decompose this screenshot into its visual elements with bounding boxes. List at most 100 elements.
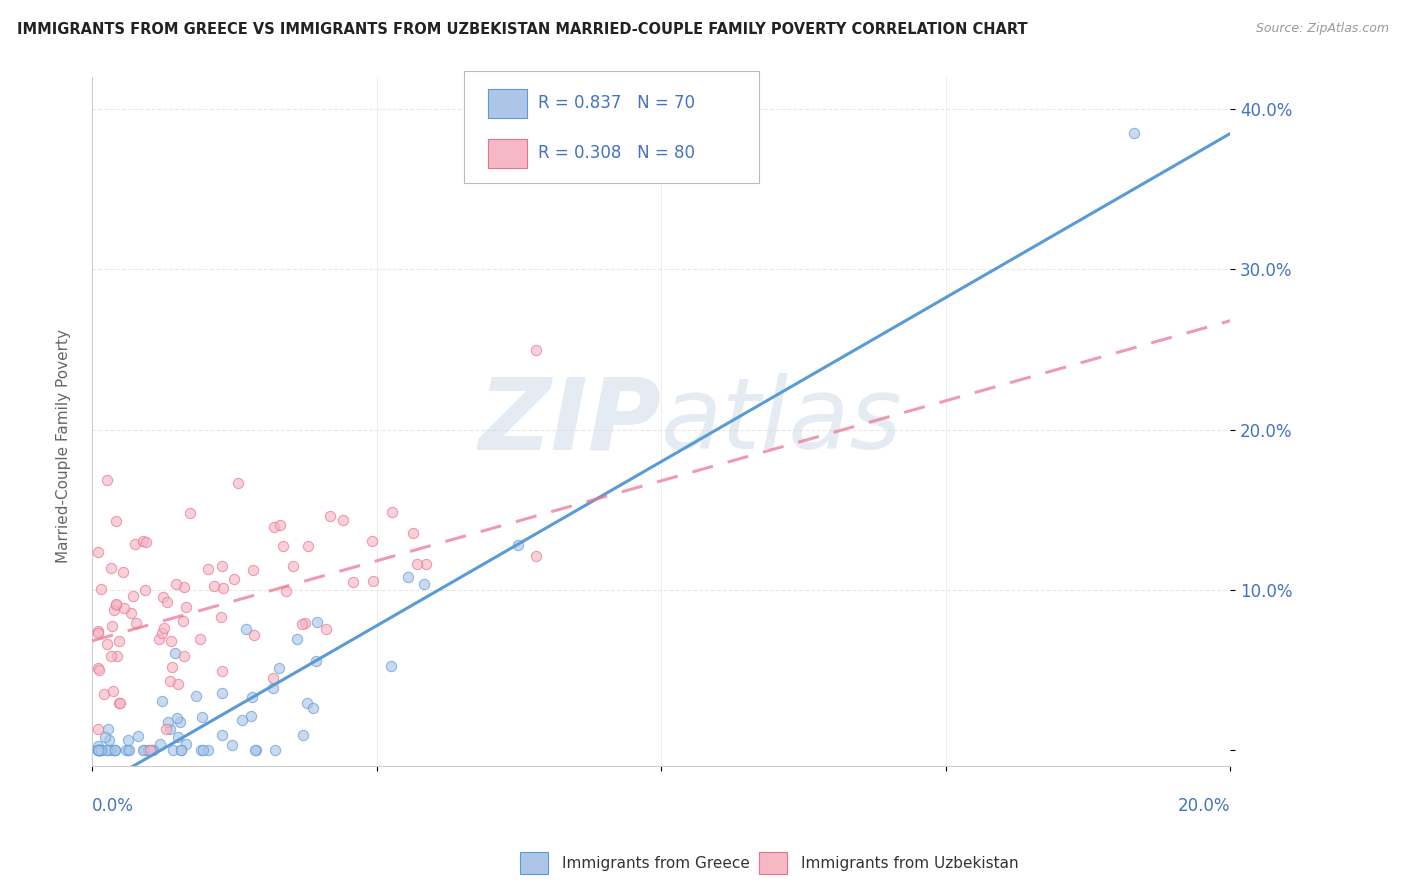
Point [87,739,110,753]
Point [162,742,184,756]
Point [291,617,314,632]
Point [87,544,110,558]
Point [406,558,429,572]
Point [87,742,110,756]
Point [132,742,155,756]
Point [150,626,173,640]
Text: 0.0%: 0.0% [93,797,134,814]
Point [231,713,253,727]
Point [136,742,159,756]
Point [212,581,235,595]
Point [117,742,139,756]
Point [524,343,547,357]
Point [342,575,364,590]
Point [281,559,304,574]
Point [96,473,118,487]
Point [156,595,179,609]
Point [104,742,127,756]
Point [305,654,328,668]
Point [96,742,118,756]
Point [302,701,325,715]
Point [100,619,122,633]
Point [524,549,547,563]
Point [125,616,148,631]
Point [305,615,328,629]
Point [98,742,121,756]
Point [332,513,354,527]
Point [415,558,437,572]
Point [381,505,404,519]
Point [134,582,156,597]
Point [132,742,155,756]
Point [155,722,177,736]
Text: R = 0.308   N = 80: R = 0.308 N = 80 [538,145,696,162]
Point [163,646,186,660]
Point [124,537,146,551]
Point [87,722,110,736]
Point [221,738,243,752]
Point [166,711,188,725]
Point [112,601,135,615]
Point [96,742,118,756]
Point [89,742,111,756]
Point [297,539,319,553]
Point [165,577,187,591]
Point [271,539,294,553]
Text: IMMIGRANTS FROM GREECE VS IMMIGRANTS FROM UZBEKISTAN MARRIED-COUPLE FAMILY POVER: IMMIGRANTS FROM GREECE VS IMMIGRANTS FRO… [17,22,1028,37]
Point [104,742,127,756]
Point [262,671,284,685]
Point [172,614,194,628]
Point [121,589,143,603]
Point [100,649,122,664]
Point [245,742,267,756]
Point [508,538,530,552]
Point [276,584,298,599]
Point [89,742,111,756]
Point [226,475,249,490]
Text: Source: ZipAtlas.com: Source: ZipAtlas.com [1256,22,1389,36]
Point [211,728,233,742]
Point [173,581,195,595]
Point [176,600,198,615]
Point [90,742,112,756]
Text: Immigrants from Greece: Immigrants from Greece [562,855,751,871]
Point [110,696,132,710]
Point [285,632,308,646]
Text: Immigrants from Uzbekistan: Immigrants from Uzbekistan [801,855,1019,871]
Point [263,520,285,534]
Point [319,509,342,524]
Point [87,661,110,675]
Point [294,615,316,630]
Point [108,696,131,710]
Point [108,633,131,648]
Point [291,728,314,742]
Point [361,533,384,548]
Point [224,572,246,586]
Point [160,634,183,648]
Point [380,658,402,673]
Point [269,518,291,533]
Point [211,558,233,573]
Point [104,597,127,611]
Point [160,659,183,673]
Point [190,710,212,724]
Point [90,582,112,596]
Point [100,561,122,575]
Point [190,742,212,756]
Point [127,729,149,743]
Point [105,649,128,664]
Point [87,624,110,638]
Point [191,742,214,756]
Point [141,742,163,756]
Point [87,742,110,756]
Point [94,730,117,744]
Point [135,534,157,549]
Point [150,694,173,708]
Point [202,579,225,593]
Point [120,606,142,620]
Point [89,742,111,756]
Point [197,562,219,576]
Point [132,533,155,548]
Point [90,742,112,756]
Point [87,663,110,677]
